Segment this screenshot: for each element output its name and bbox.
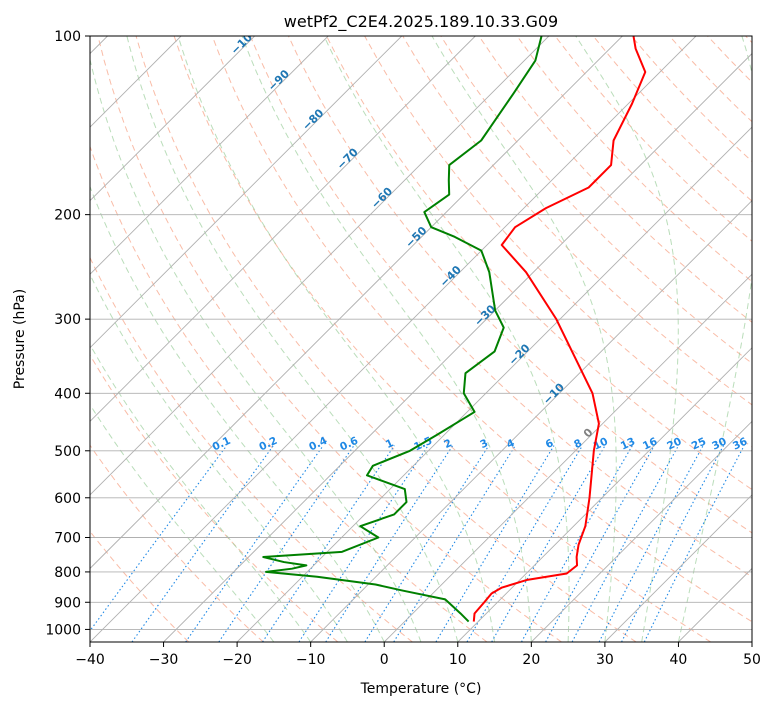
y-tick-label: 400 bbox=[54, 386, 81, 402]
y-tick-label: 700 bbox=[54, 531, 81, 547]
moist-adiabat-line bbox=[431, 36, 617, 642]
x-tick-label: −30 bbox=[149, 652, 179, 668]
moist-adiabat-line bbox=[90, 273, 348, 642]
moist-adiabat-line bbox=[90, 403, 275, 642]
moist-adiabat-line bbox=[90, 57, 422, 642]
isotherm-line bbox=[457, 347, 752, 642]
y-axis-ticks: 100 200 300 400 500 600 700 800 900 1000 bbox=[45, 29, 90, 638]
isotherm-line bbox=[90, 36, 550, 496]
grid-lines bbox=[90, 36, 752, 642]
y-tick-label: 300 bbox=[54, 312, 81, 328]
dry-adiabat-line bbox=[211, 36, 752, 623]
y-axis-label: Pressure (hPa) bbox=[12, 289, 28, 389]
moist-adiabat-line bbox=[677, 36, 752, 642]
y-tick-label: 1000 bbox=[45, 622, 81, 638]
isotherm-line bbox=[90, 36, 403, 349]
y-tick-label: 800 bbox=[54, 565, 81, 581]
chart-title: wetPf2_C2E4.2025.189.10.33.G09 bbox=[284, 12, 558, 32]
x-tick-label: −20 bbox=[222, 652, 252, 668]
moist-adiabat-line bbox=[90, 185, 385, 642]
x-axis-label: Temperature (°C) bbox=[360, 681, 482, 697]
dry-adiabat-line bbox=[135, 36, 637, 642]
dry-adiabat-line bbox=[90, 444, 264, 642]
data-series bbox=[262, 36, 647, 623]
mixing-ratio-label: 6 bbox=[544, 437, 556, 451]
plot-area: −100−90−80−70−60−50−40−30−20−10010203040… bbox=[90, 36, 752, 642]
mixing-ratio-line bbox=[325, 445, 454, 642]
dry-adiabat-line bbox=[249, 36, 752, 578]
mixing-ratio-line bbox=[545, 445, 655, 642]
dry-adiabat-line bbox=[173, 36, 712, 642]
x-tick-label: 0 bbox=[380, 652, 389, 668]
plot-frame bbox=[89, 35, 753, 643]
x-tick-label: 30 bbox=[596, 652, 614, 668]
moist-adiabat-line bbox=[575, 36, 679, 642]
x-axis-ticks: −40 −30 −20 −10 0 10 20 30 40 50 bbox=[75, 642, 761, 668]
mixing-ratio-label: 36 bbox=[731, 436, 749, 453]
mixing-ratio-line bbox=[643, 445, 745, 642]
x-tick-label: −40 bbox=[75, 652, 105, 668]
dry-adiabats bbox=[90, 36, 752, 642]
dry-adiabat-line bbox=[97, 36, 562, 642]
mixing-ratio-line bbox=[185, 445, 324, 642]
mixing-ratio-label: 2 bbox=[442, 437, 454, 451]
y-tick-label: 200 bbox=[54, 208, 81, 224]
y-tick-label: 900 bbox=[54, 595, 81, 611]
moist-adiabat-line bbox=[241, 36, 532, 642]
mixing-ratio-label: 4 bbox=[505, 437, 517, 451]
y-tick-label: 100 bbox=[54, 29, 81, 45]
isotherm-line bbox=[163, 52, 752, 642]
mixing-ratio-lines bbox=[90, 445, 745, 642]
dry-adiabat-line bbox=[90, 354, 339, 642]
dry-adiabat-line bbox=[326, 36, 752, 491]
mixing-ratio-line bbox=[262, 445, 395, 642]
dry-adiabat-line bbox=[287, 36, 752, 534]
mixing-ratio-line bbox=[131, 445, 274, 642]
mixing-ratio-label: 30 bbox=[710, 436, 728, 453]
y-tick-label: 500 bbox=[54, 444, 81, 460]
temperature-profile-line bbox=[472, 36, 647, 622]
mixing-ratio-line bbox=[298, 445, 429, 642]
mixing-ratio-line bbox=[364, 445, 490, 642]
mixing-ratio-label: 25 bbox=[690, 436, 708, 453]
x-tick-label: 20 bbox=[522, 652, 540, 668]
isotherm-line bbox=[531, 420, 752, 642]
isotherm-line bbox=[90, 36, 623, 570]
isotherm-line bbox=[90, 36, 697, 642]
isotherm-line bbox=[383, 273, 752, 642]
mixing-ratio-label: 20 bbox=[665, 436, 683, 453]
isotherm-line bbox=[90, 36, 476, 422]
mixing-ratio-line bbox=[466, 445, 583, 642]
y-tick-label: 600 bbox=[54, 491, 81, 507]
mixing-ratio-label: 13 bbox=[619, 436, 637, 453]
isotherm-line bbox=[90, 36, 329, 275]
dry-adiabat-line bbox=[90, 256, 413, 642]
x-tick-label: 50 bbox=[743, 652, 761, 668]
isotherm-line bbox=[236, 126, 752, 642]
x-tick-label: 10 bbox=[449, 652, 467, 668]
dewpoint-profile-line bbox=[262, 36, 543, 623]
mixing-ratio-line bbox=[218, 445, 355, 642]
mixing-ratio-label: 8 bbox=[572, 437, 584, 451]
mixing-ratio-label: 3 bbox=[478, 437, 490, 451]
mixing-ratio-line bbox=[90, 445, 228, 632]
moist-adiabat-line bbox=[323, 36, 570, 642]
x-tick-label: −10 bbox=[296, 652, 326, 668]
mixing-ratio-line bbox=[435, 445, 555, 642]
isotherm-line bbox=[90, 36, 255, 202]
mixing-ratio-label: 16 bbox=[641, 436, 659, 453]
isotherm-line bbox=[604, 494, 752, 642]
x-tick-label: 40 bbox=[670, 652, 688, 668]
mixing-ratio-label: 1 bbox=[384, 437, 396, 451]
isotherm-line bbox=[310, 200, 752, 642]
